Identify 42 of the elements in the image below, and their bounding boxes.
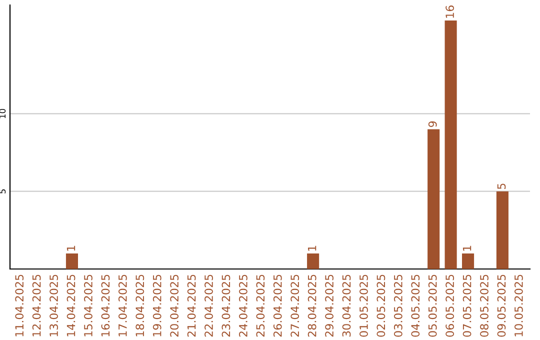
data-label: 5: [497, 184, 506, 189]
x-tick-label: 01.05.2025: [360, 274, 368, 337]
data-label: 16: [446, 6, 454, 18]
x-tick-label: 24.04.2025: [238, 274, 248, 337]
x-tick-label: 12.04.2025: [32, 274, 41, 336]
x-tick-label: 09.05.2025: [497, 274, 506, 337]
x-tick-label: 19.04.2025: [152, 274, 162, 336]
x-tick-label: 26.04.2025: [273, 274, 282, 337]
data-label: 1: [308, 246, 316, 251]
x-tick-label: 21.04.2025: [187, 274, 196, 337]
x-tick-label: 28.04.2025: [308, 274, 316, 337]
x-tick-label: 13.04.2025: [50, 274, 58, 336]
x-tick-label: 11.04.2025: [15, 274, 24, 336]
x-tick-label: 29.04.2025: [325, 274, 334, 337]
x-tick-label: 16.04.2025: [101, 274, 110, 336]
x-tick-label: 06.05.2025: [446, 274, 454, 337]
x-tick-label: 10.05.2025: [514, 274, 523, 336]
x-tick-label: 15.04.2025: [84, 274, 92, 336]
x-tick-label: 07.05.2025: [462, 274, 472, 337]
x-tick-label: 25.04.2025: [256, 274, 265, 337]
bar: [444, 20, 457, 269]
x-tick-label: 30.04.2025: [342, 274, 351, 337]
data-label: 1: [462, 246, 472, 251]
bar: [428, 129, 440, 269]
x-tick-label: 08.05.2025: [480, 274, 488, 337]
bar: [462, 253, 474, 269]
x-tick-label: 17.04.2025: [118, 274, 127, 336]
data-label: 1: [66, 246, 76, 251]
x-tick-label: 22.04.2025: [204, 274, 213, 337]
x-tick-label: 03.05.2025: [394, 274, 402, 337]
bar: [307, 253, 320, 269]
x-tick-label: 27.04.2025: [290, 274, 300, 337]
x-tick-label: 02.05.2025: [376, 274, 386, 337]
bar: [496, 191, 508, 269]
data-label: 9: [428, 121, 437, 127]
x-tick-label: 05.05.2025: [428, 274, 437, 337]
x-tick-label: 20.04.2025: [170, 274, 179, 337]
x-tick-label: 18.04.2025: [136, 274, 144, 336]
bar: [66, 253, 78, 269]
x-tick-label: 04.05.2025: [411, 274, 420, 337]
x-tick-label: 14.04.2025: [66, 274, 76, 336]
x-tick-label: 23.04.2025: [222, 274, 230, 337]
